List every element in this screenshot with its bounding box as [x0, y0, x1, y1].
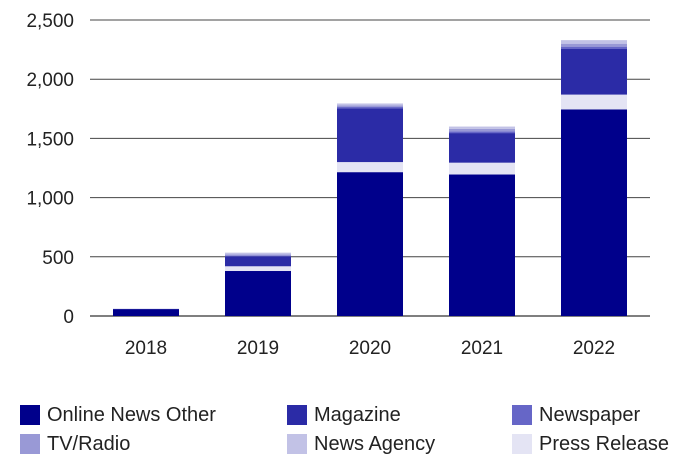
y-tick-label: 500	[42, 248, 74, 269]
legend-label-press-release: Press Release	[539, 432, 670, 455]
y-tick-label: 2,000	[26, 70, 74, 91]
x-tick-label: 2019	[237, 338, 279, 359]
legend-item-magazine: Magazine	[287, 402, 401, 428]
bars	[113, 40, 627, 316]
y-axis-ticks: 0 500 1,000 1,500 2,000 2,500	[26, 11, 74, 328]
bar-2019-magazine	[225, 256, 291, 267]
bar-2021-news-agency	[449, 126, 515, 129]
bar-2021-magazine	[449, 133, 515, 163]
legend-label-online-news-other: Online News Other	[47, 403, 216, 426]
bar-2019-online-news-other	[225, 271, 291, 316]
bar-2021-online-news-other	[449, 174, 515, 316]
bar-2020-news-agency	[337, 103, 403, 106]
bar-2019-tv-radio	[225, 254, 291, 256]
bar-2021-press-release	[449, 162, 515, 175]
bar-2020-press-release	[337, 162, 403, 173]
y-tick-label: 2,500	[26, 11, 74, 32]
y-tick-label: 1,500	[26, 129, 74, 150]
bar-2019-news-agency	[225, 252, 291, 255]
legend-item-press-release: Press Release	[512, 431, 669, 457]
x-tick-label: 2018	[125, 338, 167, 359]
bar-2019-newspaper	[225, 255, 291, 257]
legend-swatch-tv-radio	[20, 434, 40, 454]
legend-item-newspaper: Newspaper	[512, 402, 640, 428]
bar-2019-press-release	[225, 266, 291, 272]
bar-2020-newspaper	[337, 107, 403, 109]
x-axis-ticks: 2018 2019 2020 2021 2022	[125, 338, 615, 359]
legend-label-tv-radio: TV/Radio	[47, 432, 131, 455]
legend: Online News Other Magazine Newspaper TV/…	[20, 402, 674, 458]
bar-2018-online-news-other	[113, 309, 179, 316]
bar-2020-online-news-other	[337, 172, 403, 316]
bar-2021-newspaper	[449, 131, 515, 134]
bar-2022-news-agency	[561, 40, 627, 44]
x-tick-label: 2021	[461, 338, 503, 359]
legend-swatch-magazine	[287, 405, 307, 425]
x-tick-label: 2022	[573, 338, 615, 359]
bar-2022-newspaper	[561, 46, 627, 50]
legend-label-magazine: Magazine	[314, 403, 401, 426]
legend-label-newspaper: Newspaper	[539, 403, 641, 426]
bar-2022-magazine	[561, 49, 627, 95]
bar-2022-tv-radio	[561, 43, 627, 47]
bar-2018-magazine	[113, 308, 179, 310]
legend-swatch-news-agency	[287, 434, 307, 454]
legend-item-online-news-other: Online News Other	[20, 402, 216, 428]
x-tick-label: 2020	[349, 338, 391, 359]
y-tick-label: 0	[63, 307, 74, 328]
legend-swatch-newspaper	[512, 405, 532, 425]
legend-item-tv-radio: TV/Radio	[20, 431, 130, 457]
bar-2022-online-news-other	[561, 109, 627, 316]
bar-2021-tv-radio	[449, 128, 515, 132]
y-tick-label: 1,000	[26, 189, 74, 210]
legend-item-news-agency: News Agency	[287, 431, 435, 457]
legend-swatch-press-release	[512, 434, 532, 454]
bar-2020-magazine	[337, 108, 403, 163]
stacked-bar-chart: 0 500 1,000 1,500 2,000 2,500 2018 2019 2020 202…	[26, 11, 650, 359]
legend-label-news-agency: News Agency	[314, 432, 436, 455]
bar-2020-tv-radio	[337, 105, 403, 108]
bar-2022-press-release	[561, 94, 627, 110]
legend-swatch-online-news-other	[20, 405, 40, 425]
